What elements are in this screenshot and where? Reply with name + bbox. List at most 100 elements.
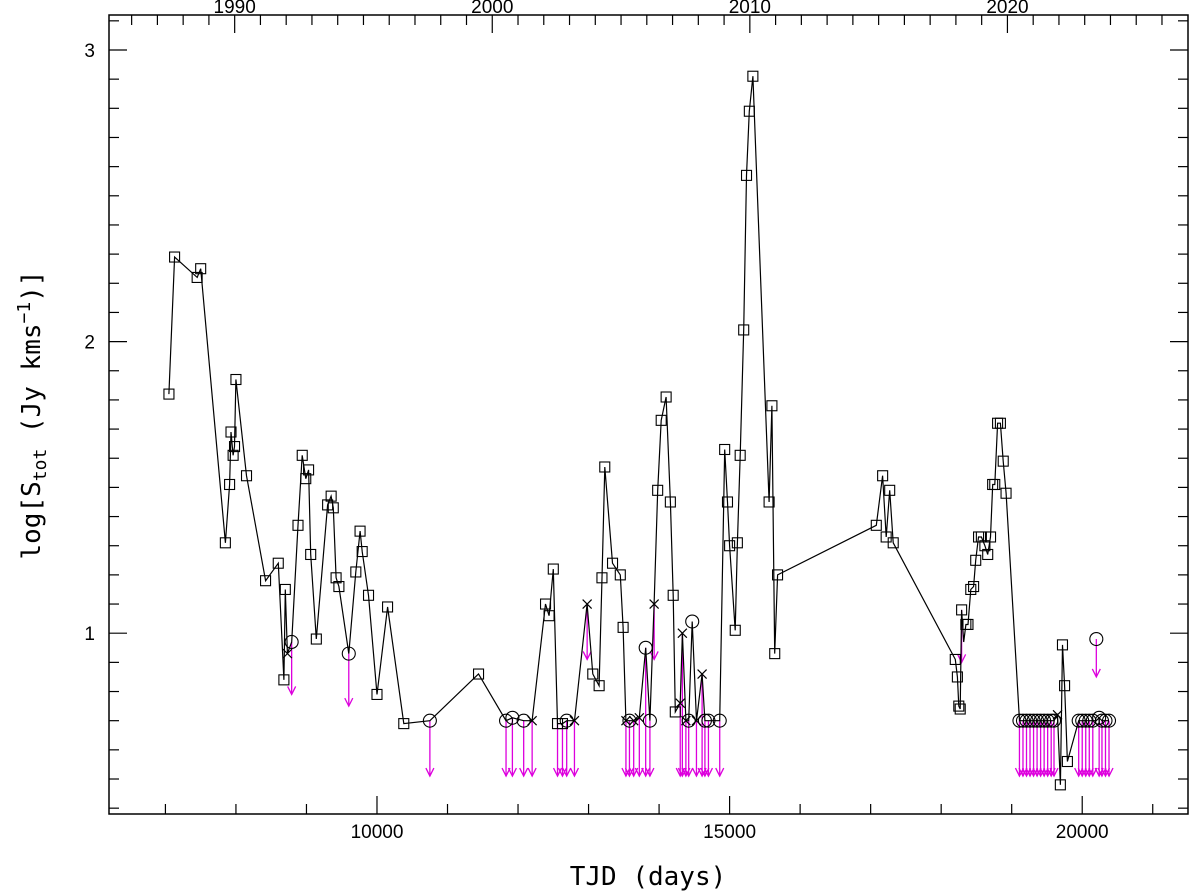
square-marker bbox=[327, 502, 339, 514]
upper-limit-arrowhead bbox=[507, 767, 517, 778]
square-marker bbox=[163, 388, 175, 400]
circle-marker bbox=[681, 713, 696, 728]
upper-limit-arrowhead bbox=[1014, 767, 1025, 778]
upper-limit-arrowhead bbox=[649, 651, 659, 661]
square-marker bbox=[884, 484, 896, 496]
square-marker bbox=[354, 525, 366, 537]
y-axis-label-sub: tot bbox=[30, 449, 51, 482]
top-tick-label: 2000 bbox=[471, 0, 513, 18]
circle-marker bbox=[701, 713, 716, 728]
square-marker bbox=[660, 391, 672, 403]
square-marker bbox=[371, 688, 383, 700]
circle-marker bbox=[422, 713, 437, 728]
y-tick-label: 3 bbox=[84, 41, 95, 62]
square-marker bbox=[240, 470, 253, 482]
square-marker bbox=[1059, 680, 1071, 692]
cross-marker bbox=[634, 712, 645, 723]
upper-limit-arrowhead bbox=[700, 767, 710, 778]
square-marker bbox=[227, 449, 239, 461]
cross-marker bbox=[1052, 709, 1063, 720]
square-marker bbox=[669, 706, 681, 718]
square-marker bbox=[956, 604, 968, 616]
square-marker bbox=[994, 417, 1006, 429]
square-marker bbox=[997, 455, 1009, 467]
circle-marker bbox=[1012, 713, 1027, 728]
square-marker bbox=[870, 519, 882, 531]
square-marker bbox=[731, 537, 743, 549]
square-marker bbox=[330, 572, 342, 584]
square-marker bbox=[729, 624, 741, 636]
cross-marker bbox=[582, 599, 593, 609]
upper-limit-arrowhead bbox=[1077, 767, 1087, 778]
x-tick-label: 20000 bbox=[1056, 822, 1109, 843]
square-marker bbox=[272, 557, 284, 569]
upper-limit-arrowhead bbox=[1081, 767, 1091, 778]
square-marker bbox=[191, 271, 203, 283]
square-marker bbox=[296, 449, 308, 461]
upper-limit-arrowhead bbox=[562, 767, 572, 778]
square-marker bbox=[596, 572, 608, 584]
top-tick-label: 2010 bbox=[729, 0, 771, 18]
square-marker bbox=[617, 621, 629, 633]
square-marker bbox=[230, 373, 242, 386]
circle-marker bbox=[697, 713, 712, 728]
upper-limit-arrowhead bbox=[1039, 767, 1049, 778]
circle-marker bbox=[559, 713, 574, 728]
circle-marker bbox=[341, 646, 356, 661]
upper-limit-arrowhead bbox=[677, 767, 687, 778]
square-marker bbox=[953, 700, 965, 712]
square-marker bbox=[652, 484, 664, 496]
cross-marker bbox=[649, 599, 660, 609]
square-marker bbox=[350, 566, 362, 578]
circle-marker bbox=[642, 713, 657, 728]
square-marker bbox=[543, 610, 555, 622]
circle-marker bbox=[1101, 713, 1117, 728]
top-tick-label: 2020 bbox=[986, 0, 1028, 18]
square-marker bbox=[398, 718, 410, 730]
upper-limit-arrowhead bbox=[501, 767, 511, 778]
upper-limit-arrowhead bbox=[1074, 767, 1084, 778]
square-marker bbox=[305, 548, 317, 561]
upper-limit-arrowhead bbox=[684, 767, 694, 778]
square-marker bbox=[292, 519, 304, 531]
upper-limit-arrowhead bbox=[1036, 767, 1046, 778]
circle-marker bbox=[1089, 631, 1104, 647]
square-marker bbox=[743, 105, 755, 117]
upper-limit-arrowhead bbox=[634, 767, 644, 778]
plot-frame bbox=[108, 14, 1189, 815]
square-marker bbox=[310, 633, 322, 645]
square-marker bbox=[382, 601, 394, 613]
series-line bbox=[168, 76, 1109, 785]
square-marker bbox=[333, 580, 345, 593]
square-marker bbox=[979, 540, 991, 552]
circle-marker bbox=[1071, 713, 1086, 728]
circle-marker bbox=[1044, 713, 1059, 728]
upper-limit-arrowhead bbox=[1104, 767, 1114, 778]
square-marker bbox=[724, 540, 736, 552]
upper-limit-arrowhead bbox=[624, 767, 635, 778]
y-axis-label-end: )] bbox=[17, 270, 47, 301]
square-marker bbox=[279, 583, 291, 596]
circle-marker bbox=[284, 634, 299, 650]
square-marker bbox=[951, 671, 963, 683]
square-marker bbox=[769, 648, 781, 660]
square-marker bbox=[734, 449, 746, 461]
square-marker bbox=[975, 531, 987, 543]
upper-limit-arrowhead bbox=[1018, 767, 1028, 778]
x-tick-label: 15000 bbox=[703, 822, 756, 843]
upper-limit-arrowhead bbox=[1084, 767, 1094, 778]
square-marker bbox=[587, 668, 599, 680]
axis-tick-labels: 10000 15000 20000 1 2 3 1990 2000 2010 2020 bbox=[84, 0, 1108, 843]
square-marker bbox=[593, 680, 605, 692]
x-axis-label: TJD (days) bbox=[570, 862, 727, 892]
circle-marker bbox=[1040, 713, 1055, 728]
square-marker bbox=[1000, 487, 1012, 499]
upper-limit-arrowhead bbox=[527, 767, 537, 778]
square-marker bbox=[772, 569, 784, 581]
square-marker bbox=[887, 537, 899, 549]
circle-marker bbox=[1015, 713, 1031, 728]
square-marker bbox=[1054, 779, 1066, 791]
square-marker bbox=[1056, 639, 1069, 651]
square-marker bbox=[195, 263, 207, 275]
